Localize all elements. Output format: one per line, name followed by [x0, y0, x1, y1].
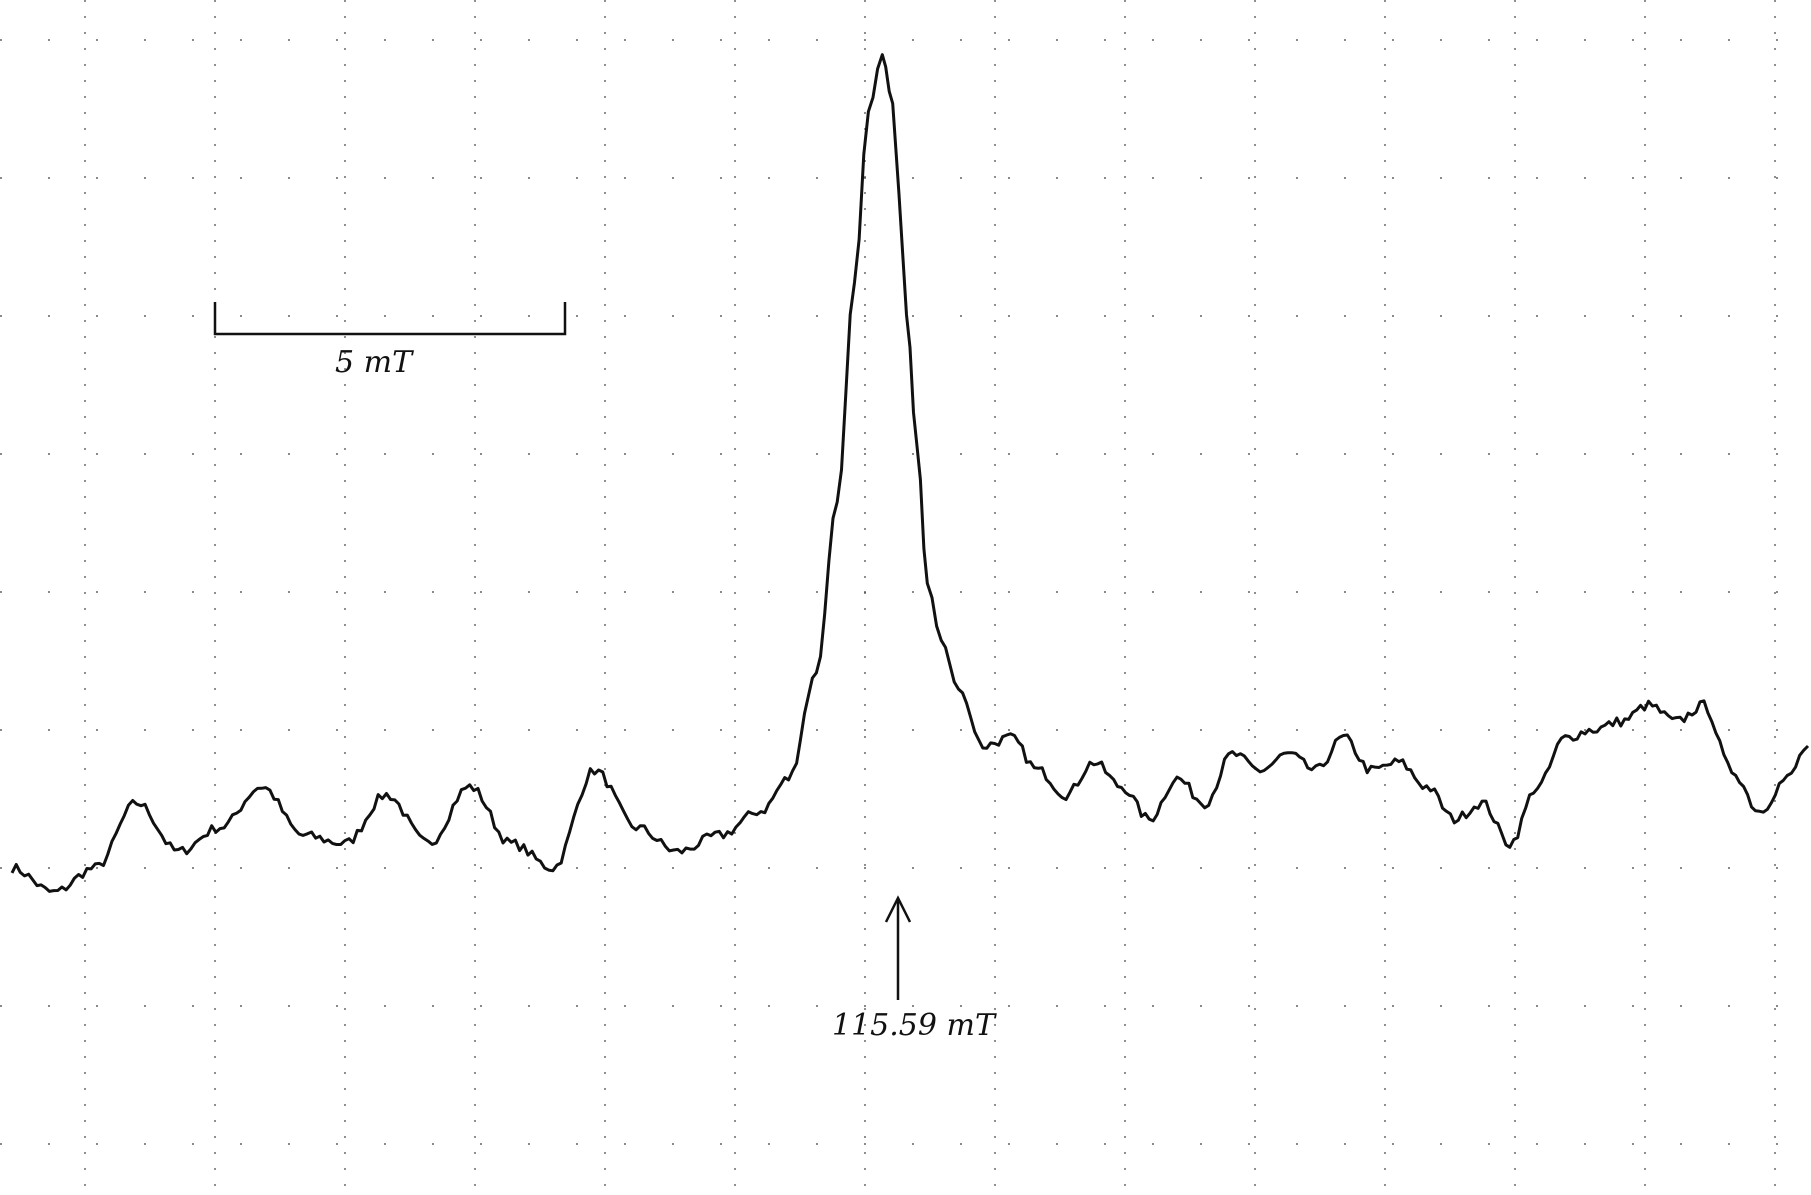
scale-bar: 5 mT — [213, 302, 567, 380]
peak-arrow-icon — [884, 895, 912, 923]
peak-label: 115.59 mT — [832, 1008, 997, 1043]
spectrum-trace — [10, 53, 1810, 893]
scale-bar-label: 5 mT — [335, 345, 414, 380]
peak-annotation: 115.59 mT — [832, 895, 997, 1043]
scale-bar-line — [213, 302, 567, 336]
